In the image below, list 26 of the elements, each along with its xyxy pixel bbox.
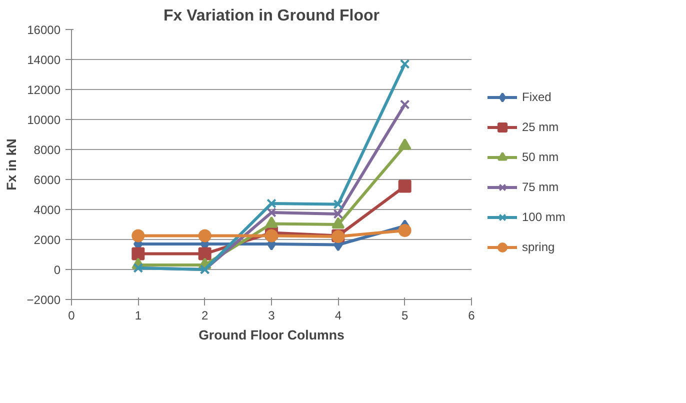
- x-tick-label: 0: [68, 308, 76, 322]
- y-axis-title: Fx in kN: [4, 138, 19, 190]
- legend-label: 50 mm: [522, 150, 560, 164]
- x-tick-label: 2: [201, 308, 208, 322]
- y-tick-label: 10000: [27, 113, 61, 127]
- x-tick-label: 3: [268, 308, 276, 322]
- x-tick-label: 6: [468, 308, 476, 322]
- x-axis-title: Ground Floor Columns: [198, 328, 344, 342]
- y-tick-label: 4000: [34, 203, 61, 217]
- chart-title: Fx Variation in Ground Floor: [163, 8, 380, 24]
- legend-label: 25 mm: [522, 120, 560, 134]
- y-tick-label: 14000: [27, 53, 61, 67]
- x-tick-label: 5: [401, 308, 408, 322]
- y-tick-label: 6000: [34, 173, 61, 187]
- y-tick-label: −2000: [26, 293, 61, 307]
- x-tick-label: 4: [334, 308, 342, 322]
- legend-label: Fixed: [522, 90, 552, 104]
- legend-label: 100 mm: [522, 210, 566, 224]
- y-tick-label: 8000: [34, 143, 61, 157]
- y-tick-label: 12000: [27, 83, 61, 97]
- y-tick-label: 0: [54, 263, 61, 277]
- x-tick-label: 1: [134, 308, 142, 322]
- y-tick-label: 16000: [27, 23, 61, 37]
- legend-label: 75 mm: [522, 180, 560, 194]
- y-tick-label: 2000: [34, 233, 61, 247]
- legend-label: spring: [522, 240, 556, 254]
